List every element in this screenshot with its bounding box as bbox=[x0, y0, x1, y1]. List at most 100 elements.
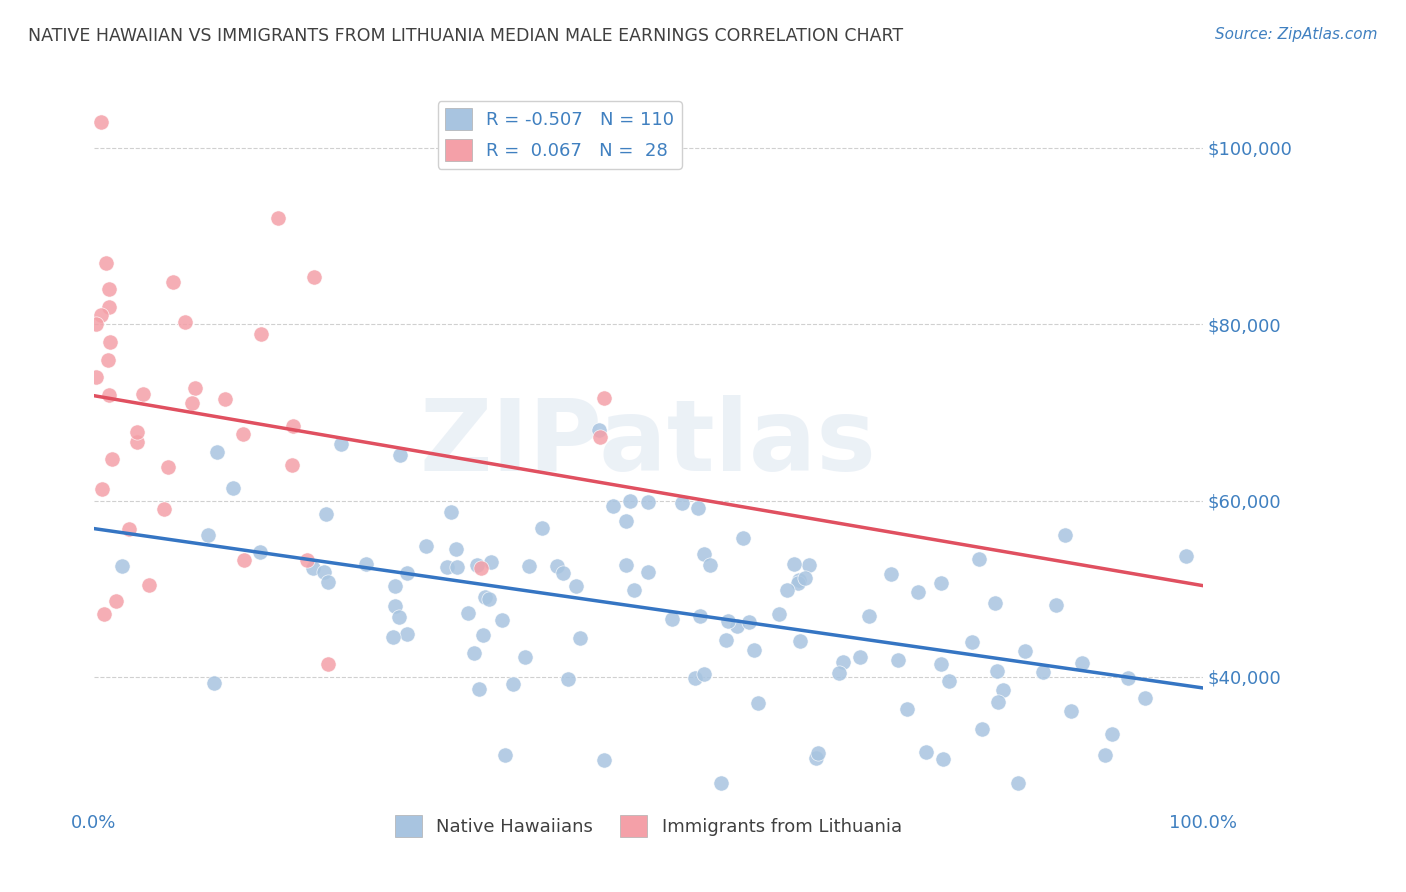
Point bbox=[84, 370, 107, 384]
Point bbox=[297, 553, 319, 567]
Point bbox=[637, 565, 659, 579]
Point bbox=[789, 633, 811, 648]
Point bbox=[197, 527, 219, 541]
Point bbox=[202, 676, 225, 690]
Point bbox=[993, 682, 1015, 697]
Point bbox=[474, 590, 496, 604]
Point bbox=[661, 612, 683, 626]
Point bbox=[1175, 549, 1198, 563]
Point bbox=[564, 578, 586, 592]
Point bbox=[396, 627, 419, 641]
Point bbox=[969, 552, 991, 566]
Point bbox=[100, 451, 122, 466]
Point bbox=[205, 444, 228, 458]
Point bbox=[887, 653, 910, 667]
Point bbox=[689, 608, 711, 623]
Point bbox=[472, 628, 495, 642]
Point bbox=[1133, 691, 1156, 706]
Point bbox=[699, 558, 721, 572]
Point bbox=[714, 632, 737, 647]
Point bbox=[589, 430, 612, 444]
Point bbox=[1070, 656, 1092, 670]
Point bbox=[97, 352, 120, 367]
Point bbox=[118, 522, 141, 536]
Point bbox=[98, 300, 121, 314]
Point bbox=[1014, 644, 1036, 658]
Point bbox=[180, 396, 202, 410]
Point bbox=[315, 507, 337, 521]
Point bbox=[446, 542, 468, 557]
Point bbox=[568, 631, 591, 645]
Point bbox=[725, 619, 748, 633]
Point bbox=[281, 418, 304, 433]
Point bbox=[302, 269, 325, 284]
Point bbox=[986, 664, 1008, 678]
Point bbox=[384, 579, 406, 593]
Point bbox=[98, 388, 121, 402]
Point bbox=[491, 613, 513, 627]
Point bbox=[436, 560, 458, 574]
Point bbox=[439, 505, 461, 519]
Point bbox=[316, 574, 339, 589]
Point bbox=[98, 334, 121, 349]
Point bbox=[354, 557, 377, 571]
Point bbox=[742, 642, 765, 657]
Point bbox=[1060, 704, 1083, 718]
Point bbox=[84, 318, 107, 332]
Point bbox=[619, 494, 641, 508]
Point bbox=[783, 557, 806, 571]
Point bbox=[929, 657, 952, 671]
Point bbox=[776, 582, 799, 597]
Point bbox=[831, 656, 853, 670]
Point bbox=[302, 560, 325, 574]
Point bbox=[478, 592, 501, 607]
Point bbox=[623, 582, 645, 597]
Point bbox=[593, 753, 616, 767]
Text: ZIPatlas: ZIPatlas bbox=[420, 395, 877, 491]
Point bbox=[557, 672, 579, 686]
Point bbox=[318, 657, 340, 671]
Point bbox=[1032, 665, 1054, 680]
Point bbox=[987, 695, 1010, 709]
Point bbox=[312, 565, 335, 579]
Point bbox=[614, 558, 637, 572]
Point bbox=[249, 327, 271, 342]
Point bbox=[738, 615, 761, 629]
Point bbox=[1116, 671, 1139, 685]
Point bbox=[222, 481, 245, 495]
Point bbox=[929, 575, 952, 590]
Point bbox=[794, 571, 817, 585]
Point bbox=[157, 459, 180, 474]
Point bbox=[494, 747, 516, 762]
Point bbox=[683, 671, 706, 685]
Point bbox=[93, 607, 115, 622]
Point bbox=[827, 666, 849, 681]
Point bbox=[214, 392, 236, 406]
Point bbox=[104, 594, 127, 608]
Point bbox=[807, 747, 830, 761]
Point bbox=[463, 646, 485, 660]
Point bbox=[546, 559, 568, 574]
Text: NATIVE HAWAIIAN VS IMMIGRANTS FROM LITHUANIA MEDIAN MALE EARNINGS CORRELATION CH: NATIVE HAWAIIAN VS IMMIGRANTS FROM LITHU… bbox=[28, 27, 903, 45]
Point bbox=[972, 722, 994, 736]
Point bbox=[1094, 747, 1116, 762]
Point bbox=[797, 558, 820, 573]
Point bbox=[731, 531, 754, 545]
Point bbox=[693, 547, 716, 561]
Point bbox=[907, 584, 929, 599]
Point bbox=[588, 423, 610, 437]
Point bbox=[467, 682, 489, 697]
Point bbox=[1045, 599, 1067, 613]
Point bbox=[530, 521, 553, 535]
Point bbox=[388, 610, 411, 624]
Point bbox=[329, 437, 352, 451]
Point bbox=[553, 566, 575, 581]
Point bbox=[125, 425, 148, 439]
Point bbox=[789, 574, 811, 588]
Point bbox=[98, 282, 121, 296]
Point bbox=[457, 607, 479, 621]
Point bbox=[162, 275, 184, 289]
Point bbox=[232, 427, 254, 442]
Point bbox=[173, 315, 195, 329]
Point bbox=[1101, 726, 1123, 740]
